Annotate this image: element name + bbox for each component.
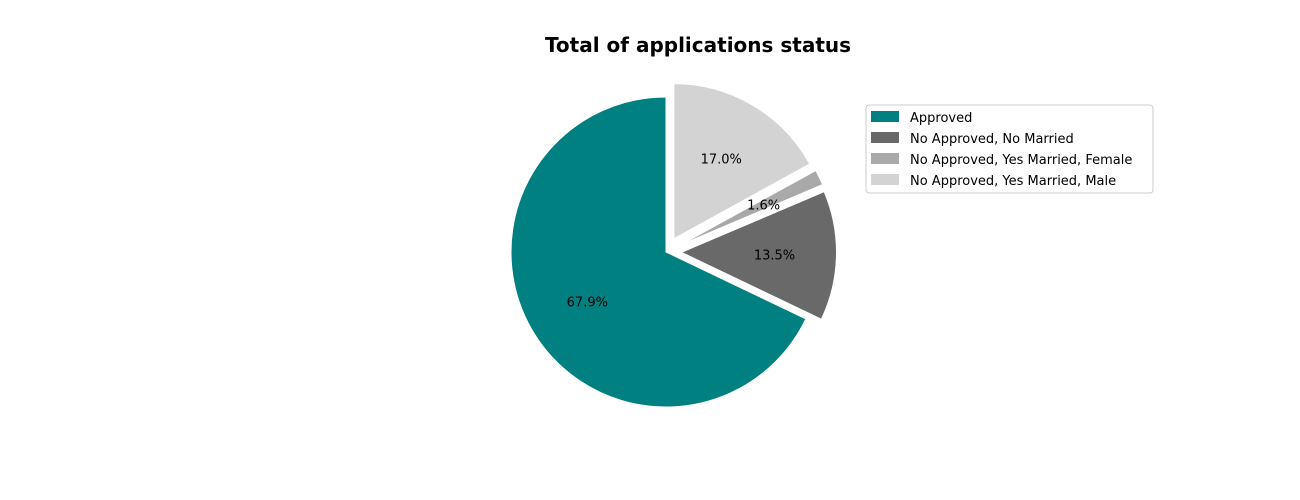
legend-label: No Approved, Yes Married, Male [910,174,1116,189]
pie-slice-no-approved-no-married [680,191,837,320]
pie-slice-approved [510,96,807,408]
pie-percent-label: 13.5% [754,248,795,263]
pie-percent-label: 1.6% [747,199,780,214]
legend-swatch [871,132,899,143]
legend: Approved No Approved, No Married No Approv… [865,104,1154,194]
legend-label: No Approved, Yes Married, Female [910,153,1132,168]
legend-frame [865,104,1154,194]
legend-swatch [871,153,899,164]
pie-slice-no-approved-yes-married-male [673,83,811,240]
pie-percent-label: 17.0% [701,153,742,168]
legend-swatch [871,174,899,185]
pie-slices [510,83,837,408]
pie-percent-label: 67.9% [567,296,608,311]
pie-percent-labels: 67.9% 13.5% 1.6% 17.0% [567,153,795,311]
chart-title: Total of applications status [545,33,851,57]
legend-label: Approved [910,111,972,126]
legend-swatch [871,111,899,122]
pie-slice-no-approved-yes-married-female [679,169,824,246]
legend-label: No Approved, No Married [910,132,1074,147]
